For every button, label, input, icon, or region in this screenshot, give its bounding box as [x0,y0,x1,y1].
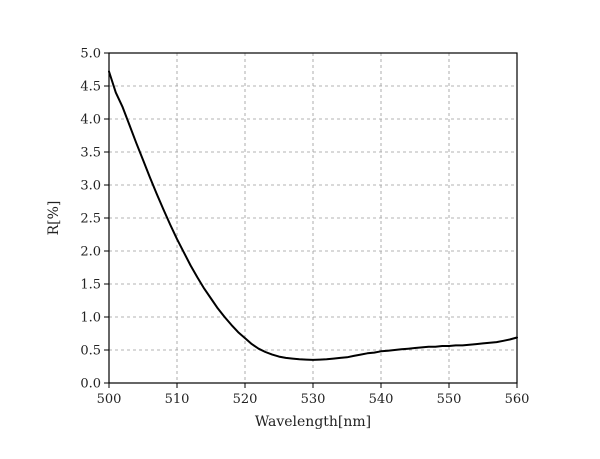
x-tick-label: 500 [97,392,122,407]
y-tick-label: 0.0 [80,377,101,392]
x-tick-label: 510 [165,392,190,407]
y-tick-label: 4.5 [80,80,101,95]
x-tick-label: 520 [233,392,258,407]
y-tick-labels: 0.0 0.5 1.0 1.5 2.0 2.5 3.0 3.5 4.0 4.5 5.0 [80,47,101,392]
y-tick-label: 2.0 [80,245,101,260]
y-tick-label: 2.5 [80,212,101,227]
axis-ticks [104,52,518,388]
y-tick-label: 5.0 [80,47,101,62]
x-axis-title: Wavelength[nm] [255,414,371,430]
y-tick-label: 1.0 [80,311,101,326]
x-tick-label: 560 [505,392,530,407]
plot-frame [108,52,518,384]
y-axis-title: R[%] [46,201,62,236]
x-tick-label: 550 [437,392,462,407]
y-tick-label: 4.0 [80,113,101,128]
x-tick-labels: 500 510 520 530 540 550 560 [97,392,530,407]
series-layer [108,70,518,361]
y-tick-label: 0.5 [80,344,101,359]
y-tick-label: 3.5 [80,146,101,161]
y-tick-label: 3.0 [80,179,101,194]
x-tick-label: 540 [369,392,394,407]
grid-lines [109,53,517,383]
y-tick-label: 1.5 [80,278,101,293]
x-tick-label: 530 [301,392,326,407]
reflectance-series-line [108,70,518,361]
